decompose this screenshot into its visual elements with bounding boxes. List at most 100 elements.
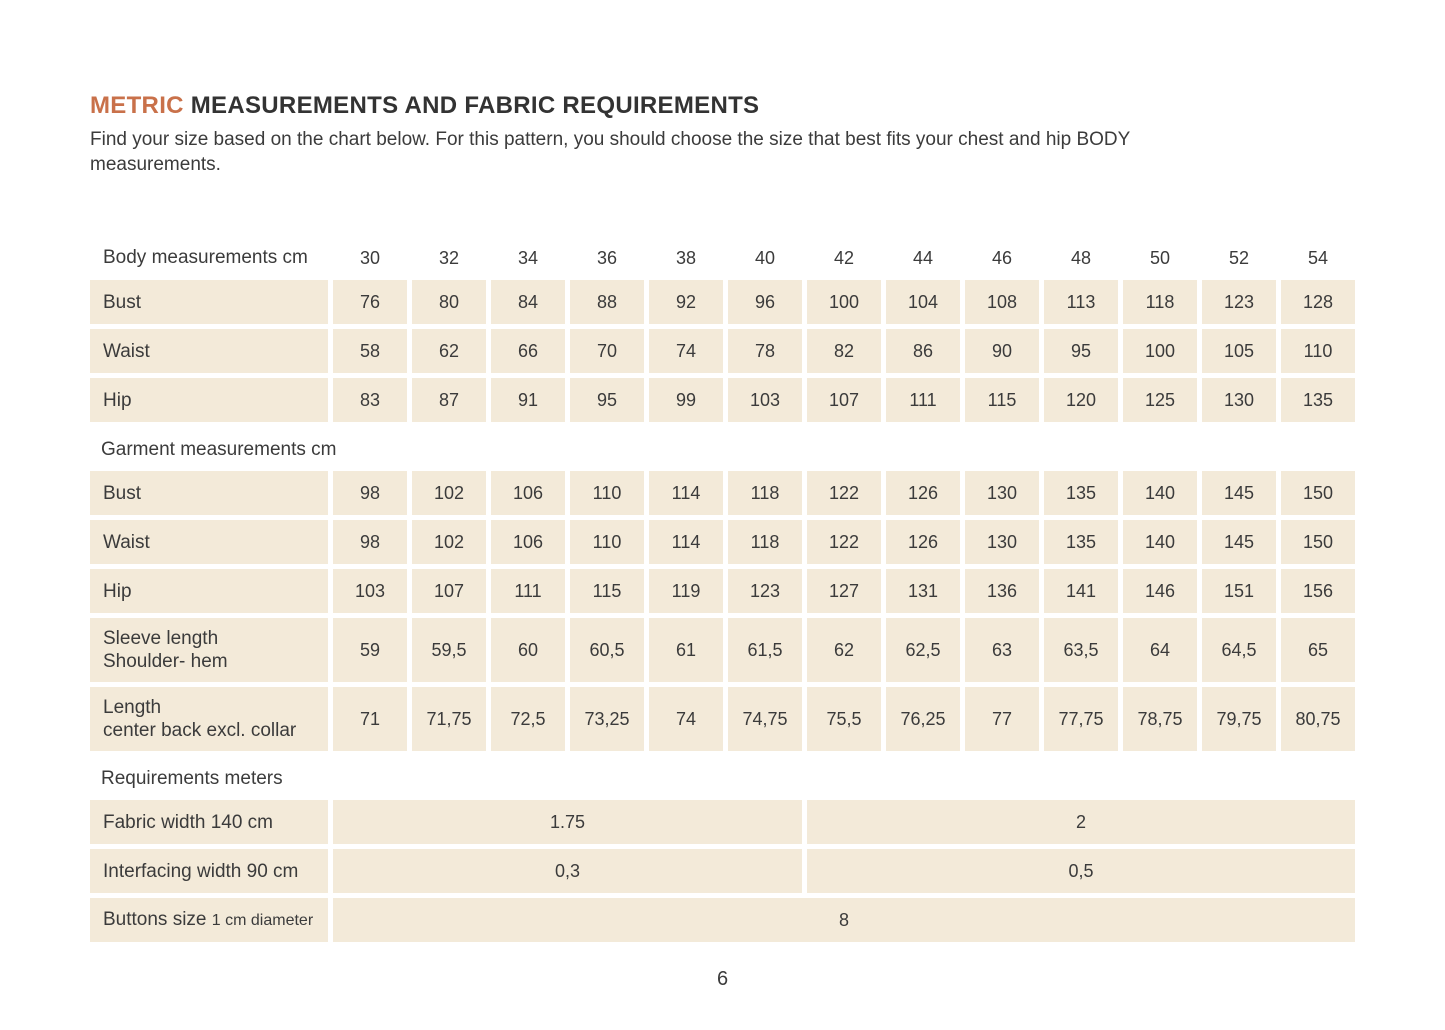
table-row: Waist 58 62 66 70 74 78 82 86 90 95 100 105 110 bbox=[90, 329, 1355, 373]
row-label-line: Bust bbox=[103, 291, 141, 314]
row-label-line2: Shoulder- hem bbox=[103, 651, 228, 672]
row-label-line: Bust bbox=[103, 482, 141, 505]
document-page: METRIC MEASUREMENTS AND FABRIC REQUIREME… bbox=[90, 92, 1355, 990]
row-label-line: Sleeve length bbox=[103, 627, 218, 650]
measurement-cell: 78 bbox=[728, 329, 802, 373]
row-label-line: Hip bbox=[103, 580, 132, 603]
table-row: Waist 98 102 106 110 114 118 122 126 130 135 140 145… bbox=[90, 520, 1355, 564]
measurement-cell: 75,5 bbox=[807, 687, 881, 751]
size-column-header: 32 bbox=[438, 247, 460, 268]
measurement-cell: 58 bbox=[333, 329, 407, 373]
measurement-cell: 113 bbox=[1044, 280, 1118, 324]
measurement-cell: 76 bbox=[333, 280, 407, 324]
measurement-cell: 62 bbox=[412, 329, 486, 373]
row-label: Length center back excl. collar bbox=[90, 687, 328, 751]
requirement-value-cell: 8 bbox=[333, 898, 1355, 942]
measurement-cell: 110 bbox=[570, 471, 644, 515]
measurement-cell: 110 bbox=[570, 520, 644, 564]
measurement-cell: 145 bbox=[1202, 520, 1276, 564]
measurement-cell: 140 bbox=[1123, 520, 1197, 564]
measurement-cell: 150 bbox=[1281, 471, 1355, 515]
row-label-line: Buttons size 1 cm diameter bbox=[103, 908, 313, 932]
row-label-text: Buttons size bbox=[103, 909, 207, 930]
table-row: Hip 83 87 91 95 99 103 107 111 115 120 125 130 135 bbox=[90, 378, 1355, 422]
row-label-text: Sleeve length bbox=[103, 628, 219, 649]
measurement-cell: 111 bbox=[491, 569, 565, 613]
measurement-cell: 123 bbox=[1202, 280, 1276, 324]
measurement-cell: 151 bbox=[1202, 569, 1276, 613]
table-row: Sleeve length Shoulder- hem 59 59,5 60 60,5 61… bbox=[90, 618, 1355, 682]
size-table: Body measurements cm 30 32 34 36 38 40 42 44 46 48… bbox=[90, 241, 1355, 942]
size-column-header: 46 bbox=[991, 247, 1013, 268]
measurement-cell: 92 bbox=[649, 280, 723, 324]
measurement-cell: 95 bbox=[570, 378, 644, 422]
measurement-cell: 106 bbox=[491, 471, 565, 515]
measurement-cell: 130 bbox=[965, 520, 1039, 564]
measurement-cell: 98 bbox=[333, 520, 407, 564]
measurement-cell: 130 bbox=[965, 471, 1039, 515]
measurement-cell: 70 bbox=[570, 329, 644, 373]
measurement-cell: 107 bbox=[412, 569, 486, 613]
row-label-line: Length bbox=[103, 696, 161, 719]
measurement-cell: 66 bbox=[491, 329, 565, 373]
measurement-cell: 118 bbox=[1123, 280, 1197, 324]
measurement-cell: 119 bbox=[649, 569, 723, 613]
measurement-cell: 136 bbox=[965, 569, 1039, 613]
measurement-cell: 90 bbox=[965, 329, 1039, 373]
measurement-cell: 114 bbox=[649, 471, 723, 515]
measurement-cell: 73,25 bbox=[570, 687, 644, 751]
measurement-cell: 64,5 bbox=[1202, 618, 1276, 682]
table-row: Buttons size 1 cm diameter 8 bbox=[90, 898, 1355, 942]
page-title: METRIC MEASUREMENTS AND FABRIC REQUIREME… bbox=[90, 92, 1355, 120]
table-row: Hip 103 107 111 115 119 123 127 131 136 141 146 151 1… bbox=[90, 569, 1355, 613]
measurement-cell: 104 bbox=[886, 280, 960, 324]
measurement-cell: 102 bbox=[412, 520, 486, 564]
row-label-text: Hip bbox=[103, 580, 132, 602]
section-header: Garment measurements cm bbox=[101, 439, 337, 460]
size-column-header: 42 bbox=[833, 247, 855, 268]
size-column-header: 36 bbox=[596, 247, 618, 268]
table-sizes-header-row: Body measurements cm 30 32 34 36 38 40 42 44 46 48… bbox=[90, 241, 1355, 275]
size-column-header: 38 bbox=[675, 247, 697, 268]
measurement-cell: 99 bbox=[649, 378, 723, 422]
table-row: Bust 98 102 106 110 114 118 122 126 130 135 140 145 1… bbox=[90, 471, 1355, 515]
measurement-cell: 59 bbox=[333, 618, 407, 682]
measurement-cell: 150 bbox=[1281, 520, 1355, 564]
measurement-cell: 102 bbox=[412, 471, 486, 515]
row-label-text: Fabric width 140 cm bbox=[103, 811, 274, 833]
measurement-cell: 74 bbox=[649, 687, 723, 751]
measurement-cell: 140 bbox=[1123, 471, 1197, 515]
row-label-text: Hip bbox=[103, 389, 132, 411]
measurement-cell: 84 bbox=[491, 280, 565, 324]
measurement-cell: 63 bbox=[965, 618, 1039, 682]
measurement-cell: 62 bbox=[807, 618, 881, 682]
measurement-cell: 79,75 bbox=[1202, 687, 1276, 751]
measurement-cell: 146 bbox=[1123, 569, 1197, 613]
row-label: Hip bbox=[90, 378, 328, 422]
row-label: Bust bbox=[90, 280, 328, 324]
measurement-cell: 122 bbox=[807, 520, 881, 564]
measurement-cell: 127 bbox=[807, 569, 881, 613]
measurement-cell: 118 bbox=[728, 471, 802, 515]
measurement-cell: 61 bbox=[649, 618, 723, 682]
measurement-cell: 80,75 bbox=[1281, 687, 1355, 751]
measurement-cell: 135 bbox=[1044, 520, 1118, 564]
row-label-line: Waist bbox=[103, 531, 150, 554]
requirement-value-cell: 0,3 bbox=[333, 849, 802, 893]
measurement-cell: 77 bbox=[965, 687, 1039, 751]
measurement-cell: 61,5 bbox=[728, 618, 802, 682]
title-accent: METRIC bbox=[90, 92, 184, 119]
measurement-cell: 87 bbox=[412, 378, 486, 422]
measurement-cell: 118 bbox=[728, 520, 802, 564]
row-label-text: Bust bbox=[103, 482, 142, 504]
measurement-cell: 65 bbox=[1281, 618, 1355, 682]
measurement-cell: 130 bbox=[1202, 378, 1276, 422]
measurement-cell: 72,5 bbox=[491, 687, 565, 751]
measurement-cell: 63,5 bbox=[1044, 618, 1118, 682]
row-label-text: Interfacing width 90 cm bbox=[103, 860, 299, 882]
measurement-cell: 86 bbox=[886, 329, 960, 373]
row-label-text: Waist bbox=[103, 340, 150, 362]
size-column-header: 40 bbox=[754, 247, 776, 268]
measurement-cell: 100 bbox=[807, 280, 881, 324]
measurement-cell: 74 bbox=[649, 329, 723, 373]
